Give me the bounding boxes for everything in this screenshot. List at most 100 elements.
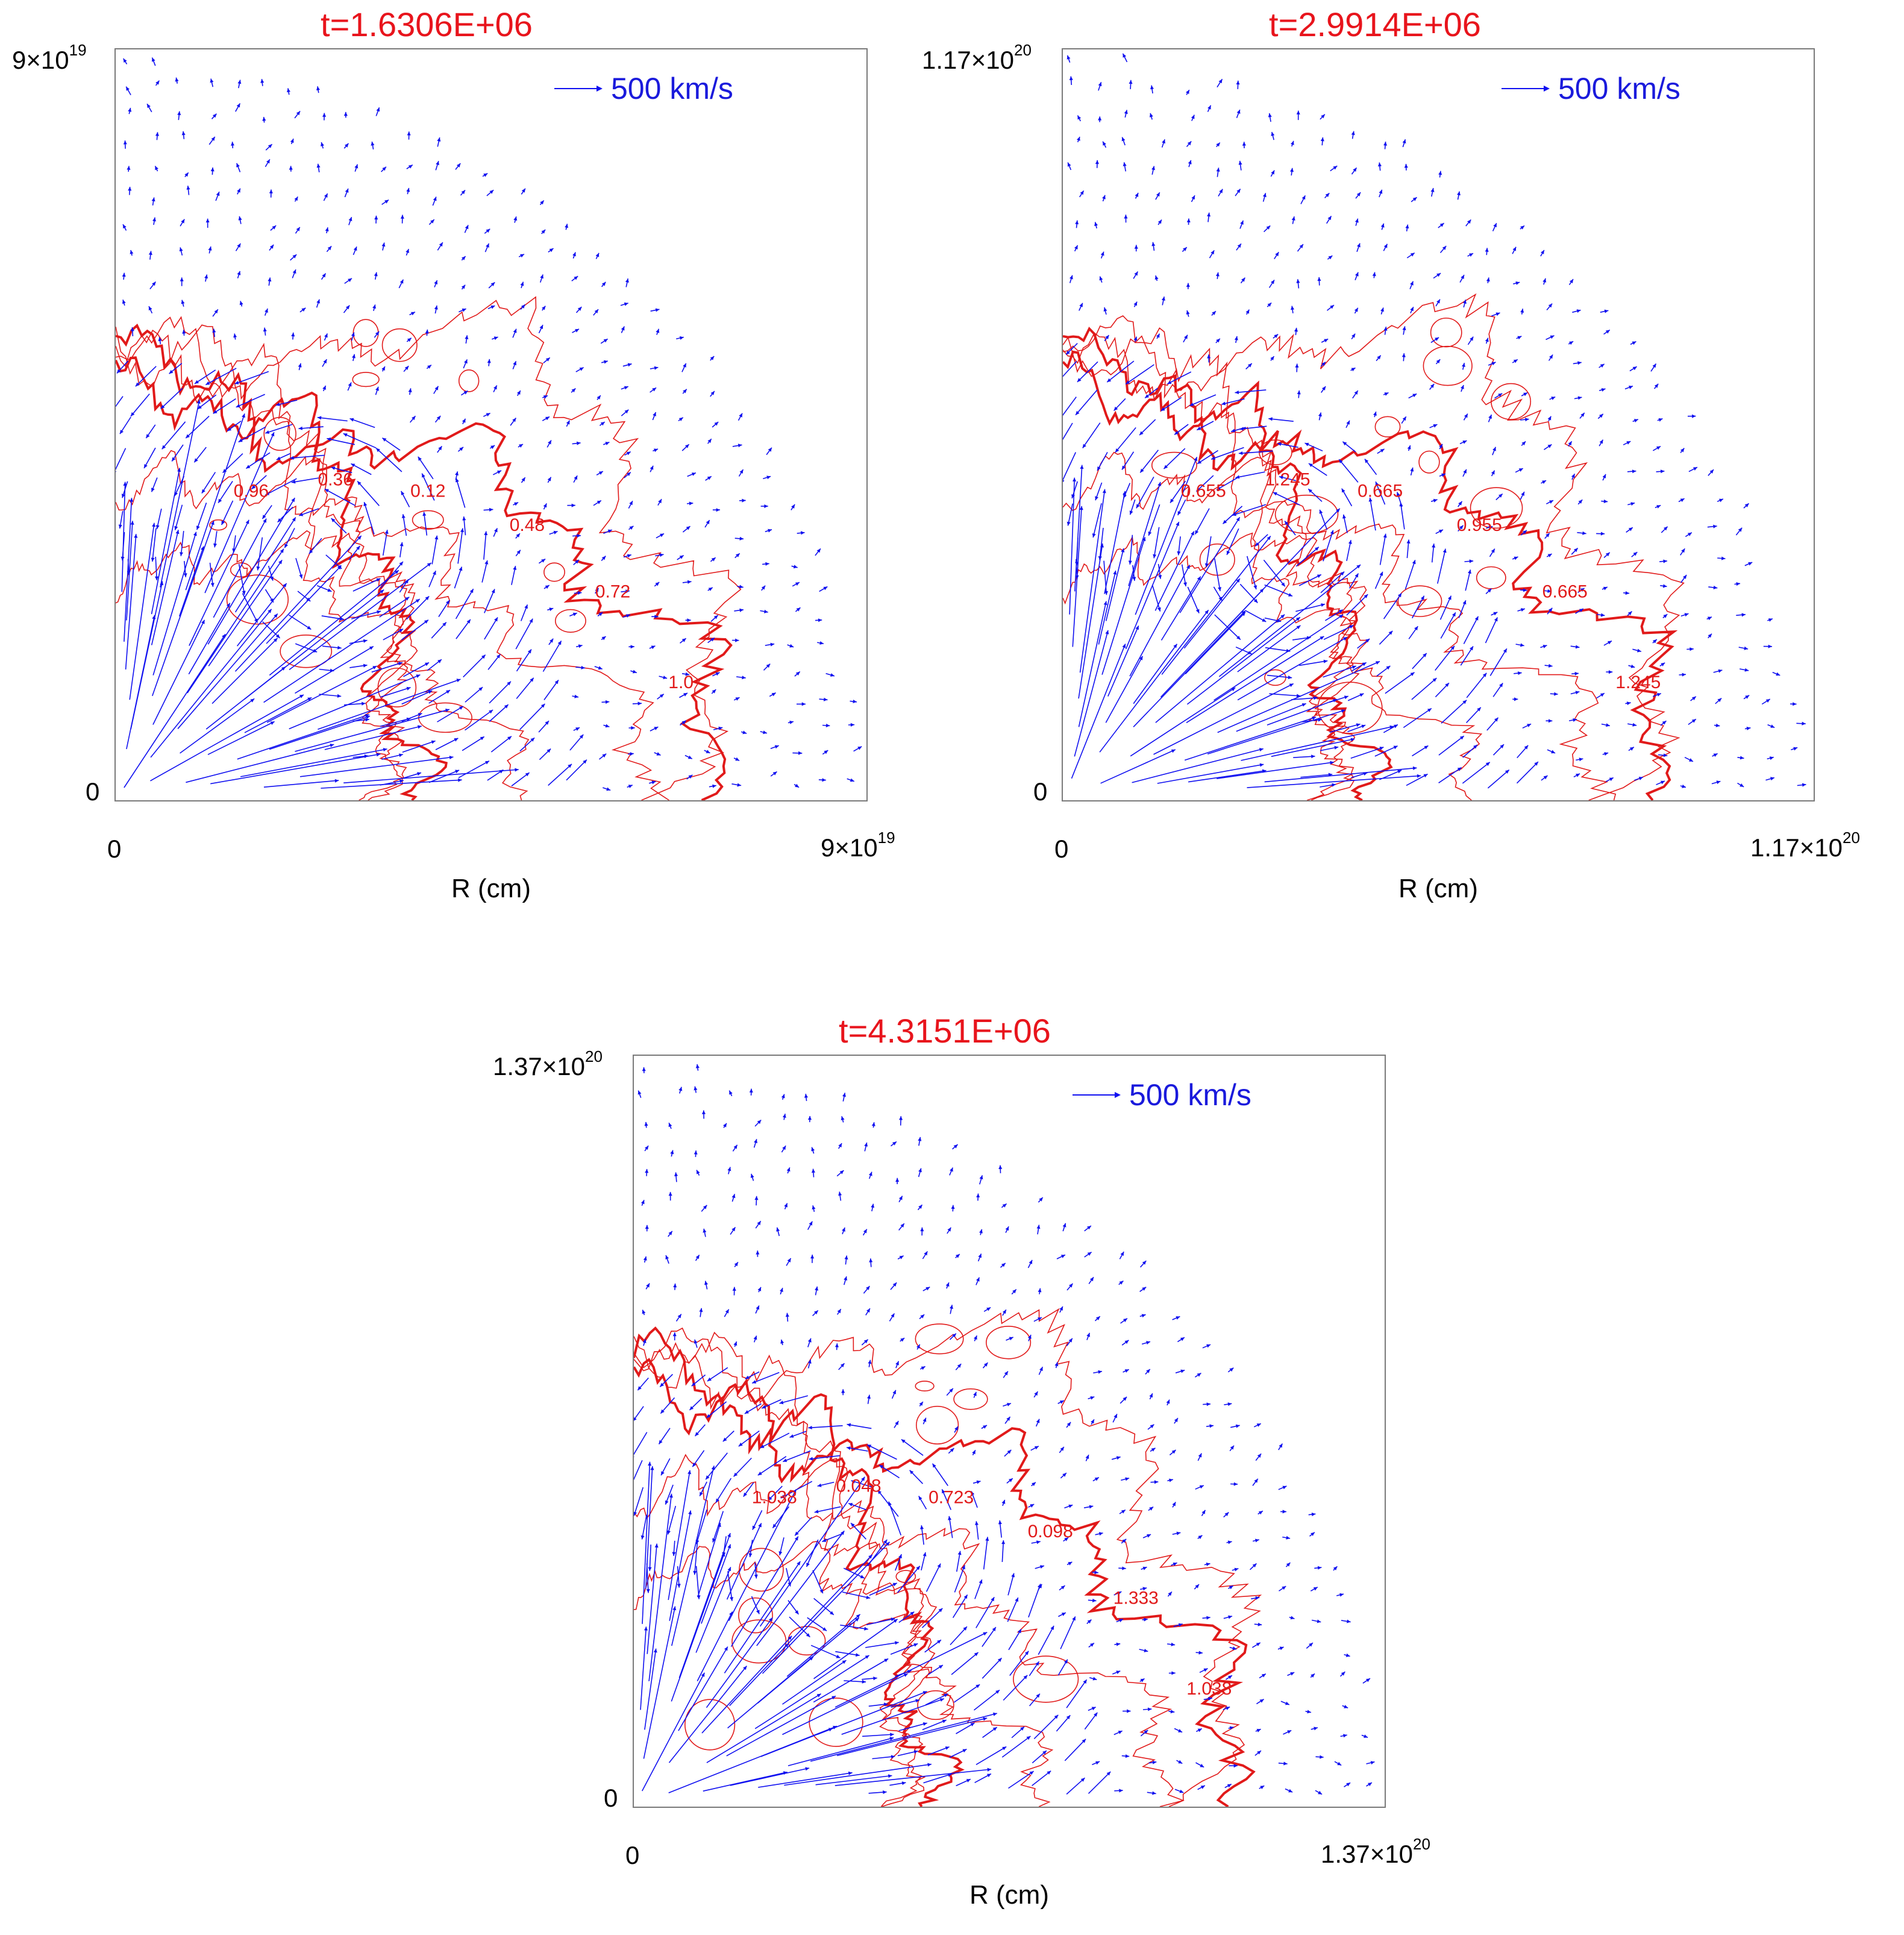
velocity-arrow xyxy=(784,1763,932,1786)
velocity-arrow xyxy=(116,448,127,471)
velocity-arrowhead xyxy=(1346,420,1350,425)
contour-loop xyxy=(1476,566,1506,589)
velocity-arrowhead xyxy=(1262,618,1267,622)
contour-loop xyxy=(1151,451,1197,479)
velocity-arrowhead xyxy=(1354,307,1358,312)
velocity-arrowhead xyxy=(642,1067,646,1071)
velocity-arrowhead xyxy=(1464,413,1468,418)
velocity-arrow xyxy=(1179,516,1241,613)
velocity-arrowhead xyxy=(232,548,236,553)
velocity-arrowhead xyxy=(1134,245,1138,249)
velocity-arrowhead xyxy=(1113,570,1117,575)
velocity-arrowhead xyxy=(306,597,311,601)
velocity-arrowhead xyxy=(1141,1314,1146,1318)
velocity-arrowhead xyxy=(577,591,582,595)
velocity-arrowhead xyxy=(1102,195,1106,199)
contour-loop xyxy=(1274,494,1339,534)
velocity-arrowhead xyxy=(208,246,212,251)
velocity-arrowhead xyxy=(155,166,158,171)
velocity-arrowhead xyxy=(298,426,302,430)
velocity-arrowhead xyxy=(174,525,178,530)
velocity-arrowhead xyxy=(422,512,427,516)
velocity-arrowhead xyxy=(703,1228,707,1233)
velocity-arrow xyxy=(289,674,421,730)
velocity-arrowhead xyxy=(507,736,512,741)
velocity-arrowhead xyxy=(1128,560,1132,565)
velocity-arrow xyxy=(1009,1651,1029,1676)
velocity-arrow xyxy=(155,556,158,580)
velocity-arrowhead xyxy=(1375,481,1379,486)
velocity-arrowhead xyxy=(1090,1643,1094,1647)
velocity-arrowhead xyxy=(607,529,612,533)
velocity-arrowhead xyxy=(789,644,794,648)
velocity-arrow xyxy=(1237,636,1348,701)
velocity-arrowhead xyxy=(1236,189,1241,193)
velocity-arrowhead xyxy=(554,680,559,685)
velocity-arrowhead xyxy=(1239,427,1244,431)
velocity-arrowhead xyxy=(1491,470,1495,475)
velocity-arrow xyxy=(727,1571,733,1601)
velocity-arrow xyxy=(982,1657,1003,1679)
velocity-arrowhead xyxy=(1296,694,1301,698)
velocity-arrowhead xyxy=(1060,1255,1065,1258)
velocity-arrow xyxy=(869,1582,898,1596)
velocity-arrowhead xyxy=(1344,695,1348,700)
velocity-arrow xyxy=(813,1598,835,1616)
velocity-arrowhead xyxy=(1348,540,1352,544)
velocity-arrowhead xyxy=(795,582,800,586)
velocity-arrowhead xyxy=(899,1255,904,1259)
velocity-arrowhead xyxy=(782,1114,786,1118)
velocity-arrowhead xyxy=(814,1310,818,1315)
velocity-arrow xyxy=(245,452,271,469)
contour-label: 0.955 xyxy=(1457,515,1502,535)
velocity-arrowhead xyxy=(1236,110,1241,114)
velocity-arrowhead xyxy=(1198,1453,1202,1458)
velocity-arrowhead xyxy=(976,1277,980,1282)
velocity-arrowhead xyxy=(484,560,489,565)
velocity-arrowhead xyxy=(1439,530,1443,533)
velocity-arrow xyxy=(371,662,403,673)
velocity-arrowhead xyxy=(822,1538,827,1542)
velocity-arrowhead xyxy=(193,532,197,536)
velocity-arrowhead xyxy=(1427,708,1432,712)
velocity-arrow xyxy=(1485,617,1498,644)
velocity-arrowhead xyxy=(1633,552,1638,556)
velocity-arrowhead xyxy=(543,395,548,399)
velocity-arrow xyxy=(1439,595,1452,620)
velocity-arrowhead xyxy=(925,1287,930,1291)
velocity-arrowhead xyxy=(466,619,471,624)
velocity-arrowhead xyxy=(1575,645,1580,649)
velocity-arrow xyxy=(1167,371,1192,384)
velocity-arrowhead xyxy=(907,1670,912,1673)
velocity-arrowhead xyxy=(1523,392,1528,397)
velocity-arrowhead xyxy=(280,548,284,553)
velocity-arrow xyxy=(641,1672,706,1792)
velocity-arrow xyxy=(290,454,325,459)
velocity-arrow xyxy=(1239,583,1258,603)
velocity-arrowhead xyxy=(1717,698,1722,702)
velocity-arrow xyxy=(898,1722,927,1731)
velocity-arrowhead xyxy=(1364,1734,1368,1738)
velocity-arrowhead xyxy=(679,555,684,559)
velocity-arrow xyxy=(1001,1736,1031,1758)
velocity-arrow xyxy=(641,1514,647,1540)
velocity-arrowhead xyxy=(1291,306,1295,310)
velocity-arrow xyxy=(1239,425,1267,430)
velocity-arrowhead xyxy=(871,1203,875,1208)
velocity-arrowhead xyxy=(1066,1422,1071,1426)
velocity-arrowhead xyxy=(1183,582,1187,586)
panel-3-x0-label: 0 xyxy=(625,1841,640,1869)
velocity-arrowhead xyxy=(701,1672,705,1677)
velocity-arrowhead xyxy=(1630,664,1635,668)
velocity-arrowhead xyxy=(1146,1341,1150,1345)
velocity-arrowhead xyxy=(597,395,601,400)
velocity-arrowhead xyxy=(1608,670,1613,674)
velocity-arrowhead xyxy=(915,1699,920,1703)
velocity-arrowhead xyxy=(687,755,692,759)
contour-label: 1.245 xyxy=(1265,469,1311,489)
velocity-arrowhead xyxy=(1294,327,1298,332)
velocity-arrowhead xyxy=(1235,475,1240,479)
contour-loop xyxy=(684,1699,736,1751)
velocity-arrowhead xyxy=(1632,341,1636,345)
velocity-arrowhead xyxy=(1027,1335,1032,1339)
